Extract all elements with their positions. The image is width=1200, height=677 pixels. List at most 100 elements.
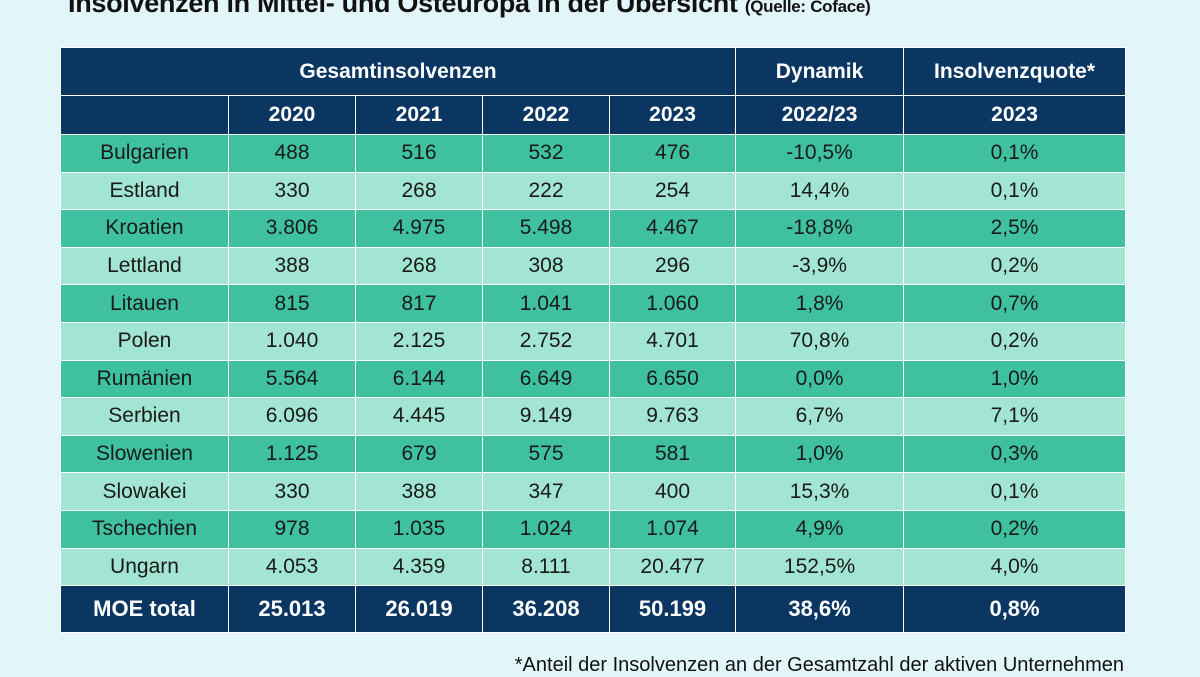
country-cell: Serbien (60, 397, 229, 436)
header-period: 2022/23 (735, 95, 905, 135)
value-cell: -10,5% (735, 134, 905, 173)
value-cell: 9.149 (482, 397, 610, 436)
value-cell: 8.111 (482, 547, 610, 587)
value-cell: 308 (482, 246, 610, 286)
title-text: Insolvenzen in Mittel- und Osteuropa in … (68, 0, 738, 18)
value-cell: 4,0% (903, 547, 1127, 587)
value-cell: 4,9% (735, 509, 905, 549)
value-cell: 3.806 (228, 209, 356, 248)
value-cell: -18,8% (735, 209, 905, 248)
country-cell: Slowakei (60, 472, 229, 511)
table-row: Lettland 388 268 308 296 -3,9% 0,2% (60, 246, 1127, 286)
country-cell: Litauen (60, 284, 229, 323)
value-cell: 1.060 (608, 284, 737, 323)
value-cell: 347 (482, 472, 610, 511)
value-cell: 0,0% (735, 359, 905, 399)
value-cell: 0,1% (903, 134, 1127, 173)
value-cell: 4.701 (608, 321, 737, 361)
header-year: 2021 (355, 95, 483, 135)
value-cell: 330 (228, 472, 356, 511)
value-cell: 0,2% (903, 246, 1127, 286)
value-cell: 978 (228, 509, 356, 549)
value-cell: 330 (228, 171, 356, 211)
total-label: MOE total (60, 585, 229, 634)
value-cell: 7,1% (903, 397, 1127, 436)
value-cell: 0,3% (903, 434, 1127, 474)
value-cell: 4.975 (355, 209, 483, 248)
value-cell: 268 (355, 171, 483, 211)
total-row: MOE total 25.013 26.019 36.208 50.199 38,6% 0,… (60, 585, 1127, 634)
value-cell: 268 (355, 246, 483, 286)
value-cell: 254 (608, 171, 737, 211)
table-row: Ungarn 4.053 4.359 8.111 20.477 152,5% 4,0% (60, 547, 1127, 587)
footnote: *Anteil der Insolvenzen an der Gesamtzah… (514, 654, 1124, 676)
value-cell: 70,8% (735, 321, 905, 361)
value-cell: 2.752 (482, 321, 610, 361)
header-gesamtinsolvenzen: Gesamtinsolvenzen (59, 47, 737, 96)
value-cell: 388 (355, 472, 483, 511)
value-cell: 679 (355, 434, 483, 474)
country-cell: Lettland (60, 246, 229, 286)
value-cell: 6.096 (228, 397, 356, 436)
total-value: 0,8% (903, 585, 1127, 634)
value-cell: 1.074 (608, 509, 737, 549)
table-row: Bulgarien 488 516 532 476 -10,5% 0,1% (60, 134, 1127, 173)
table-row: Polen 1.040 2.125 2.752 4.701 70,8% 0,2% (60, 321, 1127, 361)
value-cell: 532 (482, 134, 610, 173)
value-cell: 6.650 (608, 359, 737, 399)
value-cell: 4.053 (228, 547, 356, 587)
country-cell: Slowenien (60, 434, 229, 474)
value-cell: 5.564 (228, 359, 356, 399)
value-cell: 2,5% (903, 209, 1127, 248)
value-cell: 2.125 (355, 321, 483, 361)
value-cell: 4.359 (355, 547, 483, 587)
value-cell: 6.649 (482, 359, 610, 399)
country-cell: Polen (60, 321, 229, 361)
value-cell: 516 (355, 134, 483, 173)
table-row: Slowakei 330 388 347 400 15,3% 0,1% (60, 472, 1127, 511)
value-cell: 14,4% (735, 171, 905, 211)
country-cell: Ungarn (60, 547, 229, 587)
value-cell: 6.144 (355, 359, 483, 399)
header-year: 2020 (228, 95, 356, 135)
value-cell: 575 (482, 434, 610, 474)
value-cell: 1.035 (355, 509, 483, 549)
country-cell: Bulgarien (60, 134, 229, 173)
value-cell: 476 (608, 134, 737, 173)
header-year: 2023 (903, 95, 1127, 135)
country-cell: Estland (60, 171, 229, 211)
value-cell: 6,7% (735, 397, 905, 436)
value-cell: 5.498 (482, 209, 610, 248)
total-value: 25.013 (228, 585, 356, 634)
country-cell: Kroatien (60, 209, 229, 248)
table-row: Serbien 6.096 4.445 9.149 9.763 6,7% 7,1% (60, 397, 1127, 436)
value-cell: 0,1% (903, 171, 1127, 211)
value-cell: -3,9% (735, 246, 905, 286)
value-cell: 400 (608, 472, 737, 511)
value-cell: 817 (355, 284, 483, 323)
value-cell: 0,7% (903, 284, 1127, 323)
value-cell: 4.445 (355, 397, 483, 436)
value-cell: 815 (228, 284, 356, 323)
country-cell: Rumänien (60, 359, 229, 399)
total-value: 50.199 (608, 585, 737, 634)
value-cell: 388 (228, 246, 356, 286)
page-title: Insolvenzen in Mittel- und Osteuropa in … (68, 0, 871, 19)
header-year: 2023 (608, 95, 737, 135)
source-label: (Quelle: Coface) (744, 0, 871, 16)
value-cell: 296 (608, 246, 737, 286)
value-cell: 488 (228, 134, 356, 173)
header-country (60, 95, 229, 135)
header-insolvenzquote: Insolvenzquote* (903, 47, 1127, 96)
value-cell: 581 (608, 434, 737, 474)
country-cell: Tschechien (60, 509, 229, 549)
table-row: Slowenien 1.125 679 575 581 1,0% 0,3% (60, 434, 1127, 474)
table-row: Litauen 815 817 1.041 1.060 1,8% 0,7% (60, 284, 1127, 323)
value-cell: 1,0% (903, 359, 1127, 399)
value-cell: 15,3% (735, 472, 905, 511)
total-value: 38,6% (735, 585, 905, 634)
table-row: Tschechien 978 1.035 1.024 1.074 4,9% 0,2% (60, 509, 1127, 549)
value-cell: 1,8% (735, 284, 905, 323)
total-value: 36.208 (482, 585, 610, 634)
value-cell: 1.024 (482, 509, 610, 549)
